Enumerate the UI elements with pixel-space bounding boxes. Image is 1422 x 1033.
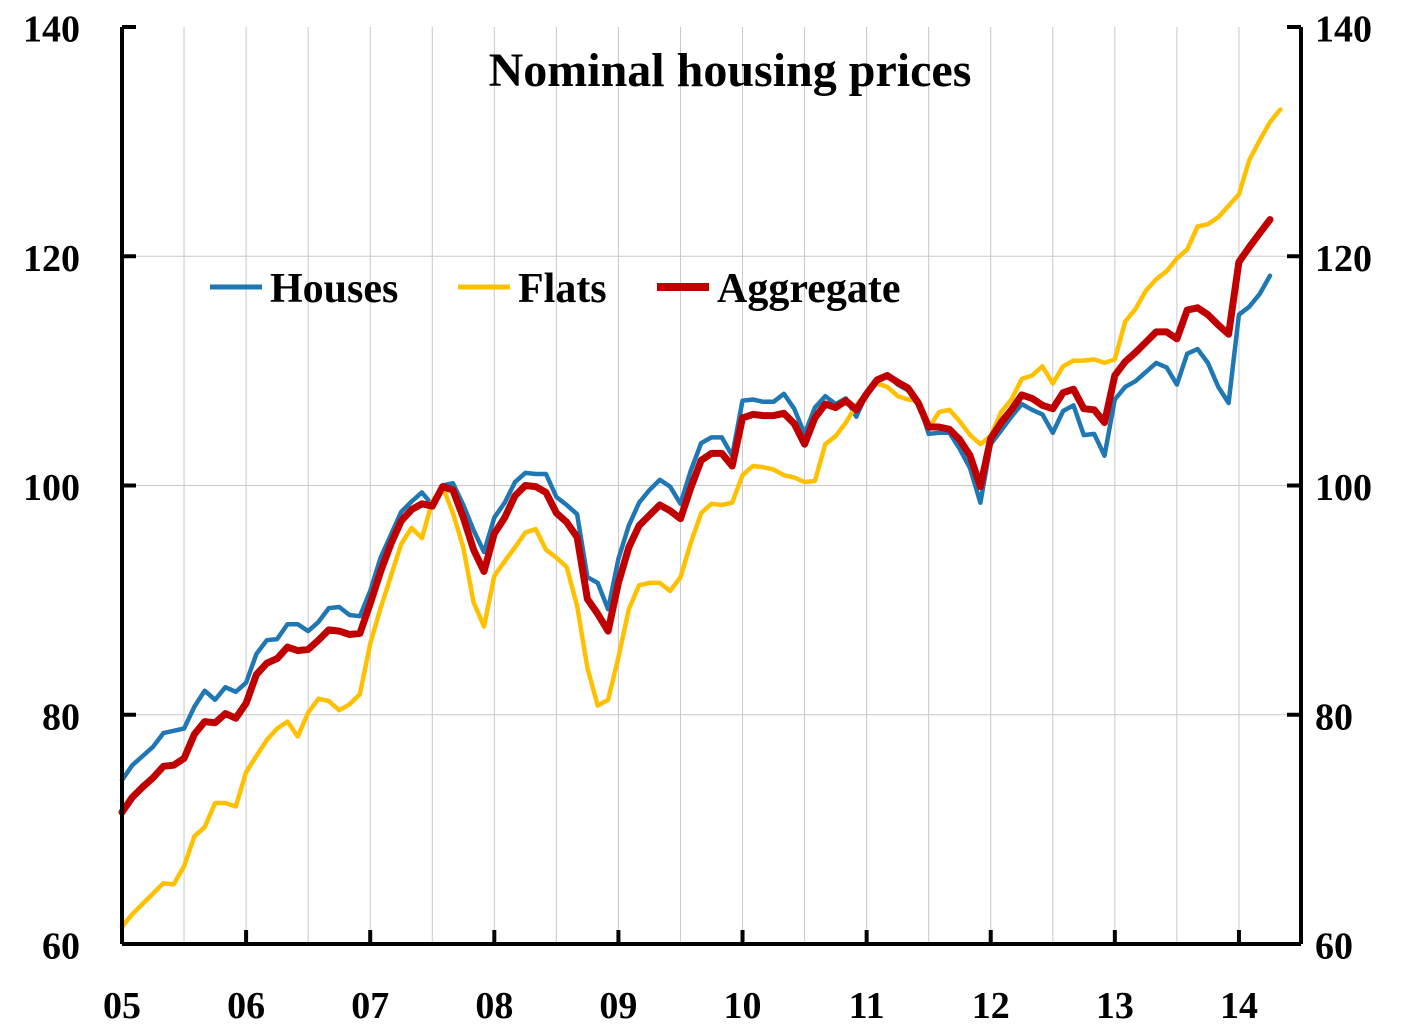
- x-tick-label-11: 11: [849, 985, 885, 1027]
- tick-labels: 60 60 80 80 100 100 120 120 140 140 05 06 07 08 09 10 11…: [23, 9, 1372, 1027]
- x-tick-label-08: 08: [475, 985, 513, 1027]
- series-line-aggregate: [118, 216, 1274, 816]
- series-lines: [118, 107, 1283, 930]
- axis-ticks: [120, 25, 1301, 946]
- y-tick-label-right-140: 140: [1315, 9, 1372, 51]
- x-tick-label-09: 09: [599, 985, 637, 1027]
- y-tick-label-left-140: 140: [23, 9, 80, 51]
- x-tick-label-12: 12: [972, 985, 1010, 1027]
- y-tick-label-left-100: 100: [23, 467, 80, 509]
- y-tick-label-right-120: 120: [1315, 238, 1372, 280]
- x-tick-label-10: 10: [724, 985, 762, 1027]
- x-tick-label-07: 07: [351, 985, 389, 1027]
- series-line-houses: [119, 273, 1273, 783]
- y-tick-label-left-80: 80: [42, 696, 80, 738]
- y-tick-label-right-60: 60: [1315, 926, 1353, 968]
- x-tick-label-06: 06: [227, 985, 265, 1027]
- x-tick-label-05: 05: [103, 985, 141, 1027]
- y-tick-label-left-120: 120: [23, 238, 80, 280]
- legend: Houses Flats Aggregate: [210, 266, 900, 312]
- x-tick-label-13: 13: [1096, 985, 1134, 1027]
- x-tick-label-14: 14: [1220, 985, 1258, 1027]
- chart-title: Nominal housing prices: [489, 44, 972, 97]
- legend-label-aggregate: Aggregate: [717, 266, 900, 312]
- y-tick-label-right-100: 100: [1315, 467, 1372, 509]
- gridlines: [122, 27, 1301, 944]
- series-line-flats: [119, 107, 1283, 930]
- y-tick-label-left-60: 60: [42, 926, 80, 968]
- legend-label-houses: Houses: [270, 266, 398, 312]
- y-tick-label-right-80: 80: [1315, 696, 1353, 738]
- legend-label-flats: Flats: [518, 266, 607, 312]
